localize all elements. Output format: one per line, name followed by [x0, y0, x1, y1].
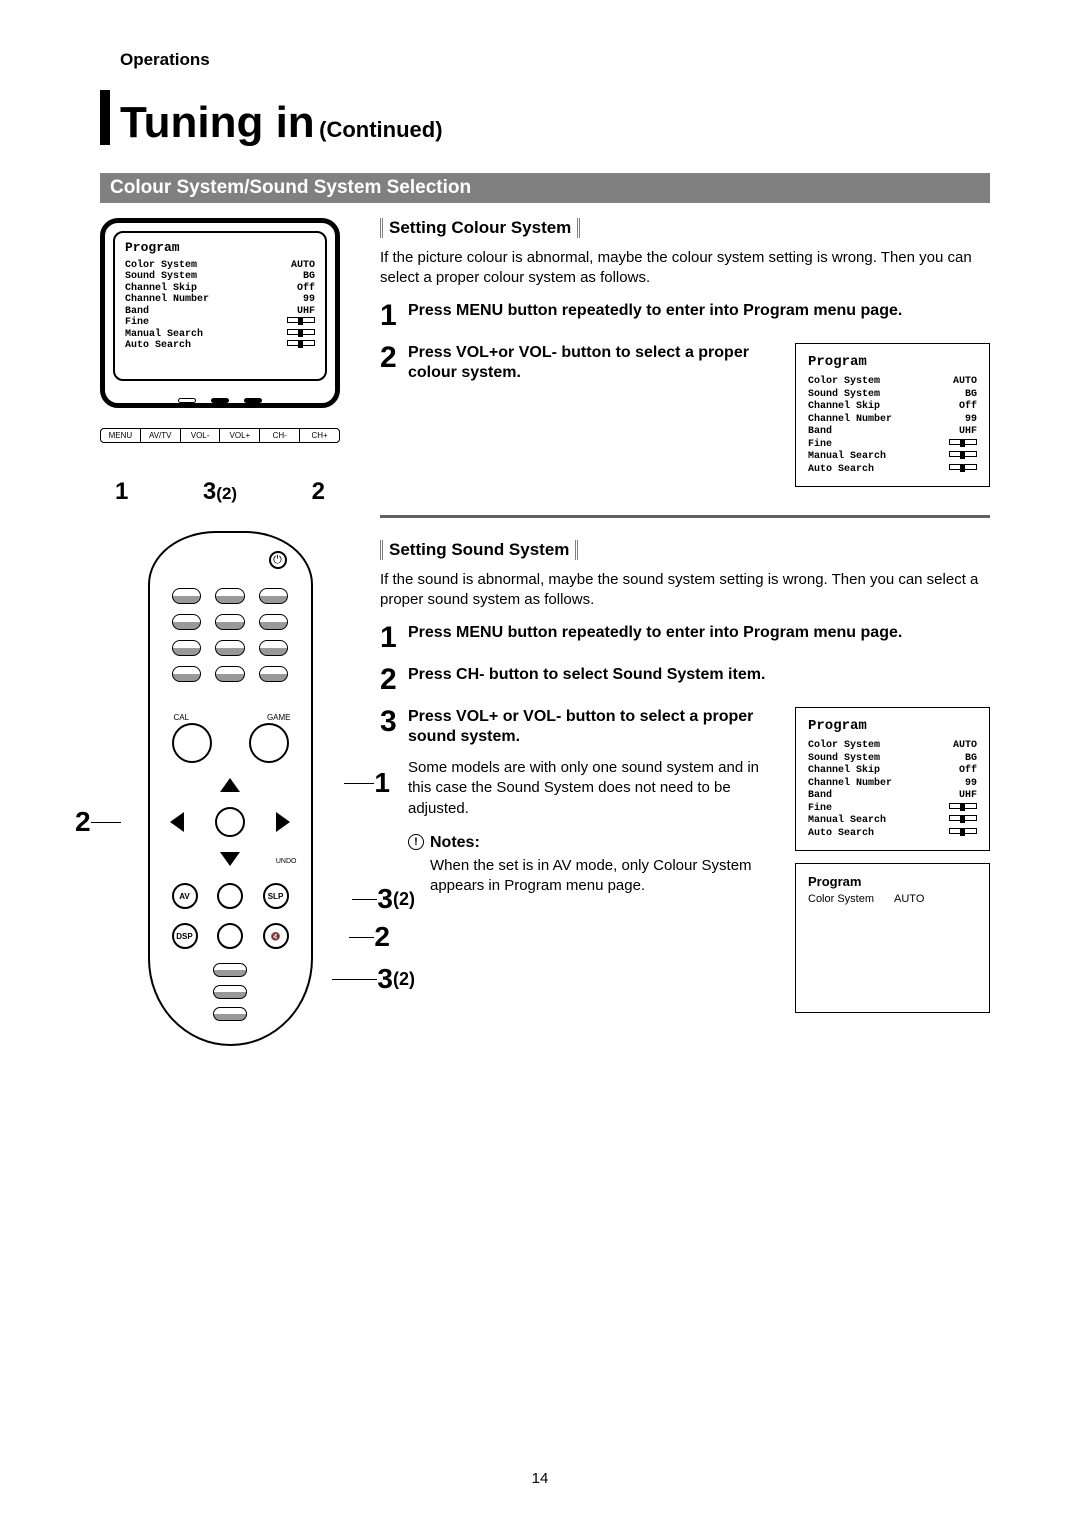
tv-button-row: MENU AV/TV VOL- VOL+ CH- CH+ — [100, 428, 340, 443]
program-box-sound: Program Color SystemAUTO Sound SystemBG … — [795, 707, 990, 852]
title-subtitle: (Continued) — [319, 117, 442, 142]
slider-icon — [287, 340, 315, 346]
tv-reference-numbers: 1 3(2) 2 — [100, 478, 340, 506]
tv-btn-volminus[interactable]: VOL- — [181, 429, 221, 442]
dpad-center-button[interactable] — [215, 807, 245, 837]
step-number: 1 — [380, 301, 408, 331]
remote-illustration: ⏻ CAL GAME — [148, 531, 313, 1046]
step-number: 2 — [380, 665, 408, 695]
sound-system-heading: Setting Sound System — [380, 540, 578, 560]
dpad — [170, 778, 290, 866]
num-btn[interactable] — [215, 640, 245, 656]
tv-illustration: Program Color SystemAUTO Sound SystemBG … — [100, 218, 340, 408]
right-column: Setting Colour System If the picture col… — [380, 218, 990, 1046]
power-icon[interactable]: ⏻ — [269, 551, 287, 569]
program-box-colour: Program Color SystemAUTO Sound SystemBG … — [795, 343, 990, 488]
slp-button[interactable]: SLP — [263, 883, 289, 909]
undo-label: UNDO — [276, 858, 297, 865]
num-btn[interactable] — [172, 666, 202, 682]
num-btn[interactable] — [259, 640, 289, 656]
sound-step3-note: Some models are with only one sound syst… — [408, 758, 775, 819]
round-button-row — [172, 723, 289, 763]
left-black-bar — [100, 90, 110, 145]
cal-label: CAL — [174, 713, 190, 722]
mid-button[interactable] — [217, 883, 243, 909]
section-band: Colour System/Sound System Selection — [100, 173, 990, 203]
pill-button[interactable] — [213, 963, 247, 977]
callout-2-right: 2 — [349, 921, 390, 953]
divider — [380, 515, 990, 518]
sound-intro: If the sound is abnormal, maybe the soun… — [380, 570, 990, 611]
tv-base-controls — [170, 395, 270, 405]
num-btn[interactable] — [215, 666, 245, 682]
slider-icon — [949, 803, 977, 809]
section-label: Operations — [120, 50, 990, 70]
mute-button[interactable]: 🔇 — [263, 923, 289, 949]
num-btn[interactable] — [172, 614, 202, 630]
num-btn[interactable] — [215, 588, 245, 604]
callout-32-b: 3 (2) — [332, 963, 415, 995]
colour-step2: Press VOL+or VOL- button to select a pro… — [408, 343, 775, 385]
program-box-av: Program Color System AUTO — [795, 863, 990, 1013]
num-btn[interactable] — [215, 614, 245, 630]
callout-32-a: 3 (2) — [352, 883, 415, 915]
num-btn[interactable] — [259, 666, 289, 682]
slider-icon — [287, 329, 315, 335]
tv-btn-avtv[interactable]: AV/TV — [141, 429, 181, 442]
tv-btn-chplus[interactable]: CH+ — [300, 429, 339, 442]
num-btn[interactable] — [259, 588, 289, 604]
tv-btn-volplus[interactable]: VOL+ — [220, 429, 260, 442]
slider-icon — [949, 439, 977, 445]
osd-title: Program — [125, 241, 315, 256]
mid2-button[interactable] — [217, 923, 243, 949]
tv-btn-chminus[interactable]: CH- — [260, 429, 300, 442]
left-column: Program Color SystemAUTO Sound SystemBG … — [100, 218, 360, 1046]
tv-screen-osd: Program Color SystemAUTO Sound SystemBG … — [113, 231, 327, 381]
title-main: Tuning in — [120, 98, 315, 147]
game-label: GAME — [267, 713, 291, 722]
notes-label: Notes: — [430, 834, 765, 852]
num-btn[interactable] — [259, 614, 289, 630]
slider-icon — [949, 464, 977, 470]
dsp-button[interactable]: DSP — [172, 923, 198, 949]
dpad-right-icon[interactable] — [276, 812, 290, 832]
dpad-down-icon[interactable] — [220, 852, 240, 866]
step-number: 2 — [380, 343, 408, 385]
cal-button[interactable] — [172, 723, 212, 763]
slider-icon — [949, 815, 977, 821]
notes-text: When the set is in AV mode, only Colour … — [430, 856, 775, 897]
slider-icon — [949, 828, 977, 834]
step-number: 1 — [380, 623, 408, 653]
dpad-up-icon[interactable] — [220, 778, 240, 792]
page-title: Tuning in (Continued) — [120, 98, 990, 148]
colour-system-heading: Setting Colour System — [380, 218, 580, 238]
pill-button[interactable] — [213, 985, 247, 999]
colour-intro: If the picture colour is abnormal, maybe… — [380, 248, 990, 289]
callout-2-left: 2 — [75, 806, 121, 838]
notes-icon: ! — [408, 834, 424, 850]
num-btn[interactable] — [172, 588, 202, 604]
sound-step3: Press VOL+ or VOL- button to select a pr… — [408, 707, 775, 749]
page-number: 14 — [532, 1470, 549, 1487]
dpad-left-icon[interactable] — [170, 812, 184, 832]
tv-btn-menu[interactable]: MENU — [101, 429, 141, 442]
numpad — [172, 588, 289, 682]
remote-wrapper: ⏻ CAL GAME — [100, 531, 360, 1046]
num-btn[interactable] — [172, 640, 202, 656]
slider-icon — [949, 451, 977, 457]
bottom-pill-buttons — [213, 963, 247, 1021]
game-button[interactable] — [249, 723, 289, 763]
callout-1: 1 — [344, 767, 390, 799]
pill-button[interactable] — [213, 1007, 247, 1021]
av-button[interactable]: AV — [172, 883, 198, 909]
colour-step1: Press MENU button repeatedly to enter in… — [408, 301, 902, 331]
step-number: 3 — [380, 707, 408, 749]
sound-step1: Press MENU button repeatedly to enter in… — [408, 623, 902, 653]
slider-icon — [287, 317, 315, 323]
sound-step2: Press CH- button to select Sound System … — [408, 665, 765, 695]
